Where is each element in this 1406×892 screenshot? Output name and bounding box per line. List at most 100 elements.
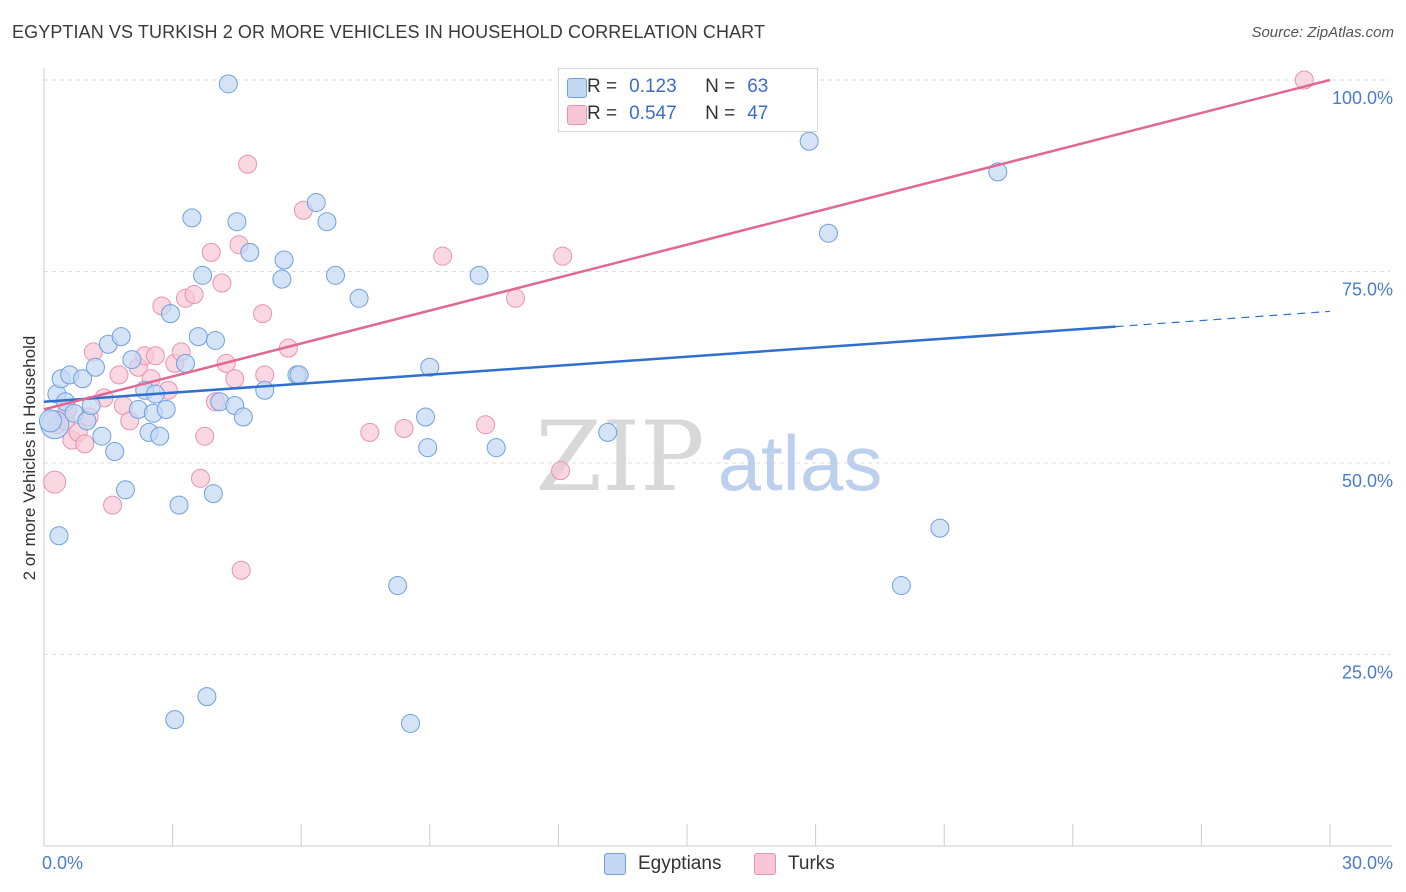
egyptian-point — [349, 288, 369, 308]
egyptian-point — [420, 357, 440, 377]
legend-r-label: R = — [587, 103, 618, 124]
egyptian-point — [160, 304, 180, 324]
x-tick-label-min: 0.0% — [42, 853, 83, 873]
axes — [43, 68, 1392, 847]
legend-swatch-egyptians — [567, 78, 587, 98]
egyptian-point — [175, 353, 195, 373]
turk-point — [184, 284, 204, 304]
turk-point — [476, 415, 496, 435]
turks-trend-line — [43, 78, 1331, 411]
turk-point — [195, 426, 215, 446]
egyptian-point — [188, 327, 208, 347]
egyptian-point — [416, 407, 436, 427]
tick-labels: 25.0% 50.0% 75.0% 100.0% 0.0% 30.0% — [42, 88, 1393, 873]
turk-point — [75, 434, 95, 454]
egyptian-point — [105, 442, 125, 462]
turk-point — [506, 288, 526, 308]
egyptian-point — [818, 223, 838, 243]
egyptian-point — [92, 426, 112, 446]
bottom-legend-label-turks: Turks — [788, 853, 835, 874]
turk-point — [225, 369, 245, 389]
turk-point — [231, 560, 251, 580]
turk-point — [201, 242, 221, 262]
egyptian-point — [38, 409, 62, 433]
egyptian-point — [182, 208, 202, 228]
source-label: Source: ZipAtlas.com — [1251, 24, 1394, 41]
turk-point — [433, 246, 453, 266]
turk-point — [394, 419, 414, 439]
legend-n-label: N = — [705, 103, 736, 124]
egyptian-point — [930, 518, 950, 538]
legend-n-value: 47 — [747, 103, 769, 124]
egyptian-point — [891, 576, 911, 596]
egyptian-point — [169, 495, 189, 515]
egyptian-point — [255, 380, 275, 400]
turk-point — [360, 422, 380, 442]
watermark-atlas: atlas — [718, 419, 883, 507]
egyptian-point — [233, 407, 253, 427]
turk-point — [190, 468, 210, 488]
egyptian-point — [598, 422, 618, 442]
egyptian-point — [274, 250, 294, 270]
egyptians-points — [38, 74, 1008, 733]
egyptian-point — [418, 438, 438, 458]
egyptian-point — [317, 212, 337, 232]
legend-n-value: 63 — [747, 76, 769, 97]
egyptian-point — [115, 480, 135, 500]
turk-point — [238, 154, 258, 174]
egyptian-point — [325, 265, 345, 285]
chart-title: EGYPTIAN VS TURKISH 2 OR MORE VEHICLES I… — [12, 22, 766, 42]
turk-point — [103, 495, 123, 515]
turk-point — [253, 304, 273, 324]
bottom-legend-egyptians: Egyptians — [604, 852, 721, 876]
legend-swatch-turks — [567, 105, 587, 125]
turk-point — [551, 461, 571, 481]
turk-point — [109, 365, 129, 385]
egyptian-point — [306, 193, 326, 213]
legend-row-turks: R = 0.547 N = 47 — [567, 102, 769, 126]
egyptian-point — [49, 526, 69, 546]
egyptian-point — [227, 212, 247, 232]
bottom-legend-label-egyptians: Egyptians — [638, 853, 722, 874]
legend-row-egyptians: R = 0.123 N = 63 — [567, 75, 769, 99]
legend-r-value: 0.123 — [629, 76, 677, 97]
egyptian-point — [156, 399, 176, 419]
egyptian-point — [73, 369, 93, 389]
egyptian-point — [289, 365, 309, 385]
egyptian-point — [165, 710, 185, 730]
legend-r-value: 0.547 — [629, 103, 677, 124]
y-tick-label: 25.0% — [1342, 663, 1393, 683]
egyptian-point — [197, 687, 217, 707]
turk-point — [212, 273, 232, 293]
egyptian-point — [205, 330, 225, 350]
turk-point — [553, 246, 573, 266]
egyptian-point — [150, 426, 170, 446]
egyptian-point — [388, 576, 408, 596]
trend-lines — [43, 78, 1331, 411]
legend-r-label: R = — [587, 76, 618, 97]
y-tick-label: 100.0% — [1332, 88, 1393, 108]
x-tick-label-max: 30.0% — [1342, 853, 1393, 873]
egyptian-point — [203, 484, 223, 504]
egyptians-trend-line — [43, 325, 1116, 403]
egyptians-trend-extension — [1115, 310, 1331, 328]
egyptian-point — [272, 269, 292, 289]
watermark: ZIP atlas — [535, 401, 882, 513]
egyptian-point — [401, 713, 421, 733]
egyptian-point — [218, 74, 238, 94]
turk-point — [43, 470, 67, 494]
egyptian-point — [486, 438, 506, 458]
bottom-legend-swatch-turks — [754, 853, 776, 875]
legend: R = 0.123 N = 63 R = 0.547 N = 47 — [558, 68, 818, 132]
egyptian-point — [85, 357, 105, 377]
legend-n-label: N = — [705, 76, 736, 97]
y-tick-label: 50.0% — [1342, 471, 1393, 491]
egyptian-point — [469, 265, 489, 285]
egyptian-point — [799, 131, 819, 151]
egyptian-point — [111, 327, 131, 347]
y-tick-label: 75.0% — [1342, 280, 1393, 300]
bottom-legend-turks: Turks — [754, 852, 835, 876]
watermark-zip: ZIP — [535, 401, 704, 513]
egyptian-point — [193, 265, 213, 285]
